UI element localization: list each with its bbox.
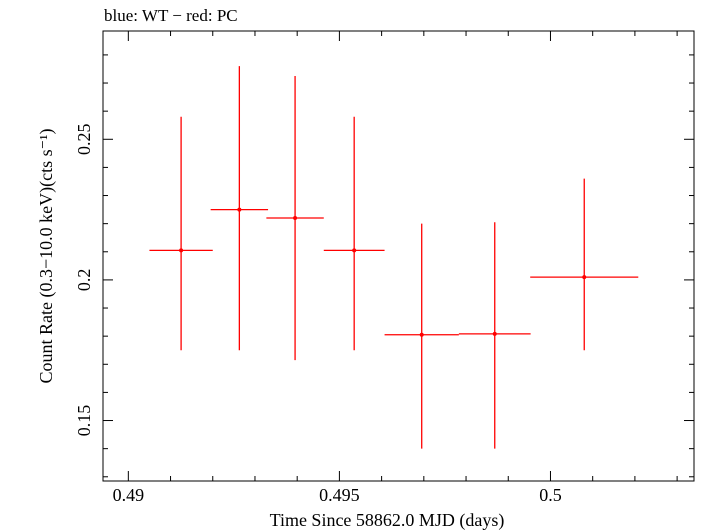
x-axis-label: Time Since 58862.0 MJD (days) — [270, 510, 505, 531]
data-point — [582, 275, 587, 280]
y-tick-label: 0.2 — [74, 269, 94, 292]
x-tick-label: 0.49 — [113, 485, 145, 505]
data-point — [179, 248, 184, 253]
x-tick-label: 0.495 — [319, 485, 360, 505]
y-tick-label: 0.15 — [74, 405, 94, 437]
y-tick-label: 0.25 — [74, 124, 94, 156]
data-point — [237, 207, 242, 212]
y-axis-label: Count Rate (0.3−10.0 keV)(cts s⁻¹) — [36, 128, 57, 383]
x-axis: 0.49 0.495 0.5 — [113, 31, 678, 505]
x-tick-label: 0.5 — [539, 485, 562, 505]
data-point — [492, 331, 497, 336]
data-point — [293, 216, 298, 221]
data-series — [149, 66, 639, 449]
chart-title: blue: WT − red: PC — [104, 6, 238, 25]
y-axis: 0.15 0.2 0.25 — [74, 54, 694, 478]
data-point — [352, 248, 357, 253]
plot-frame — [102, 30, 695, 482]
data-point — [419, 332, 424, 337]
